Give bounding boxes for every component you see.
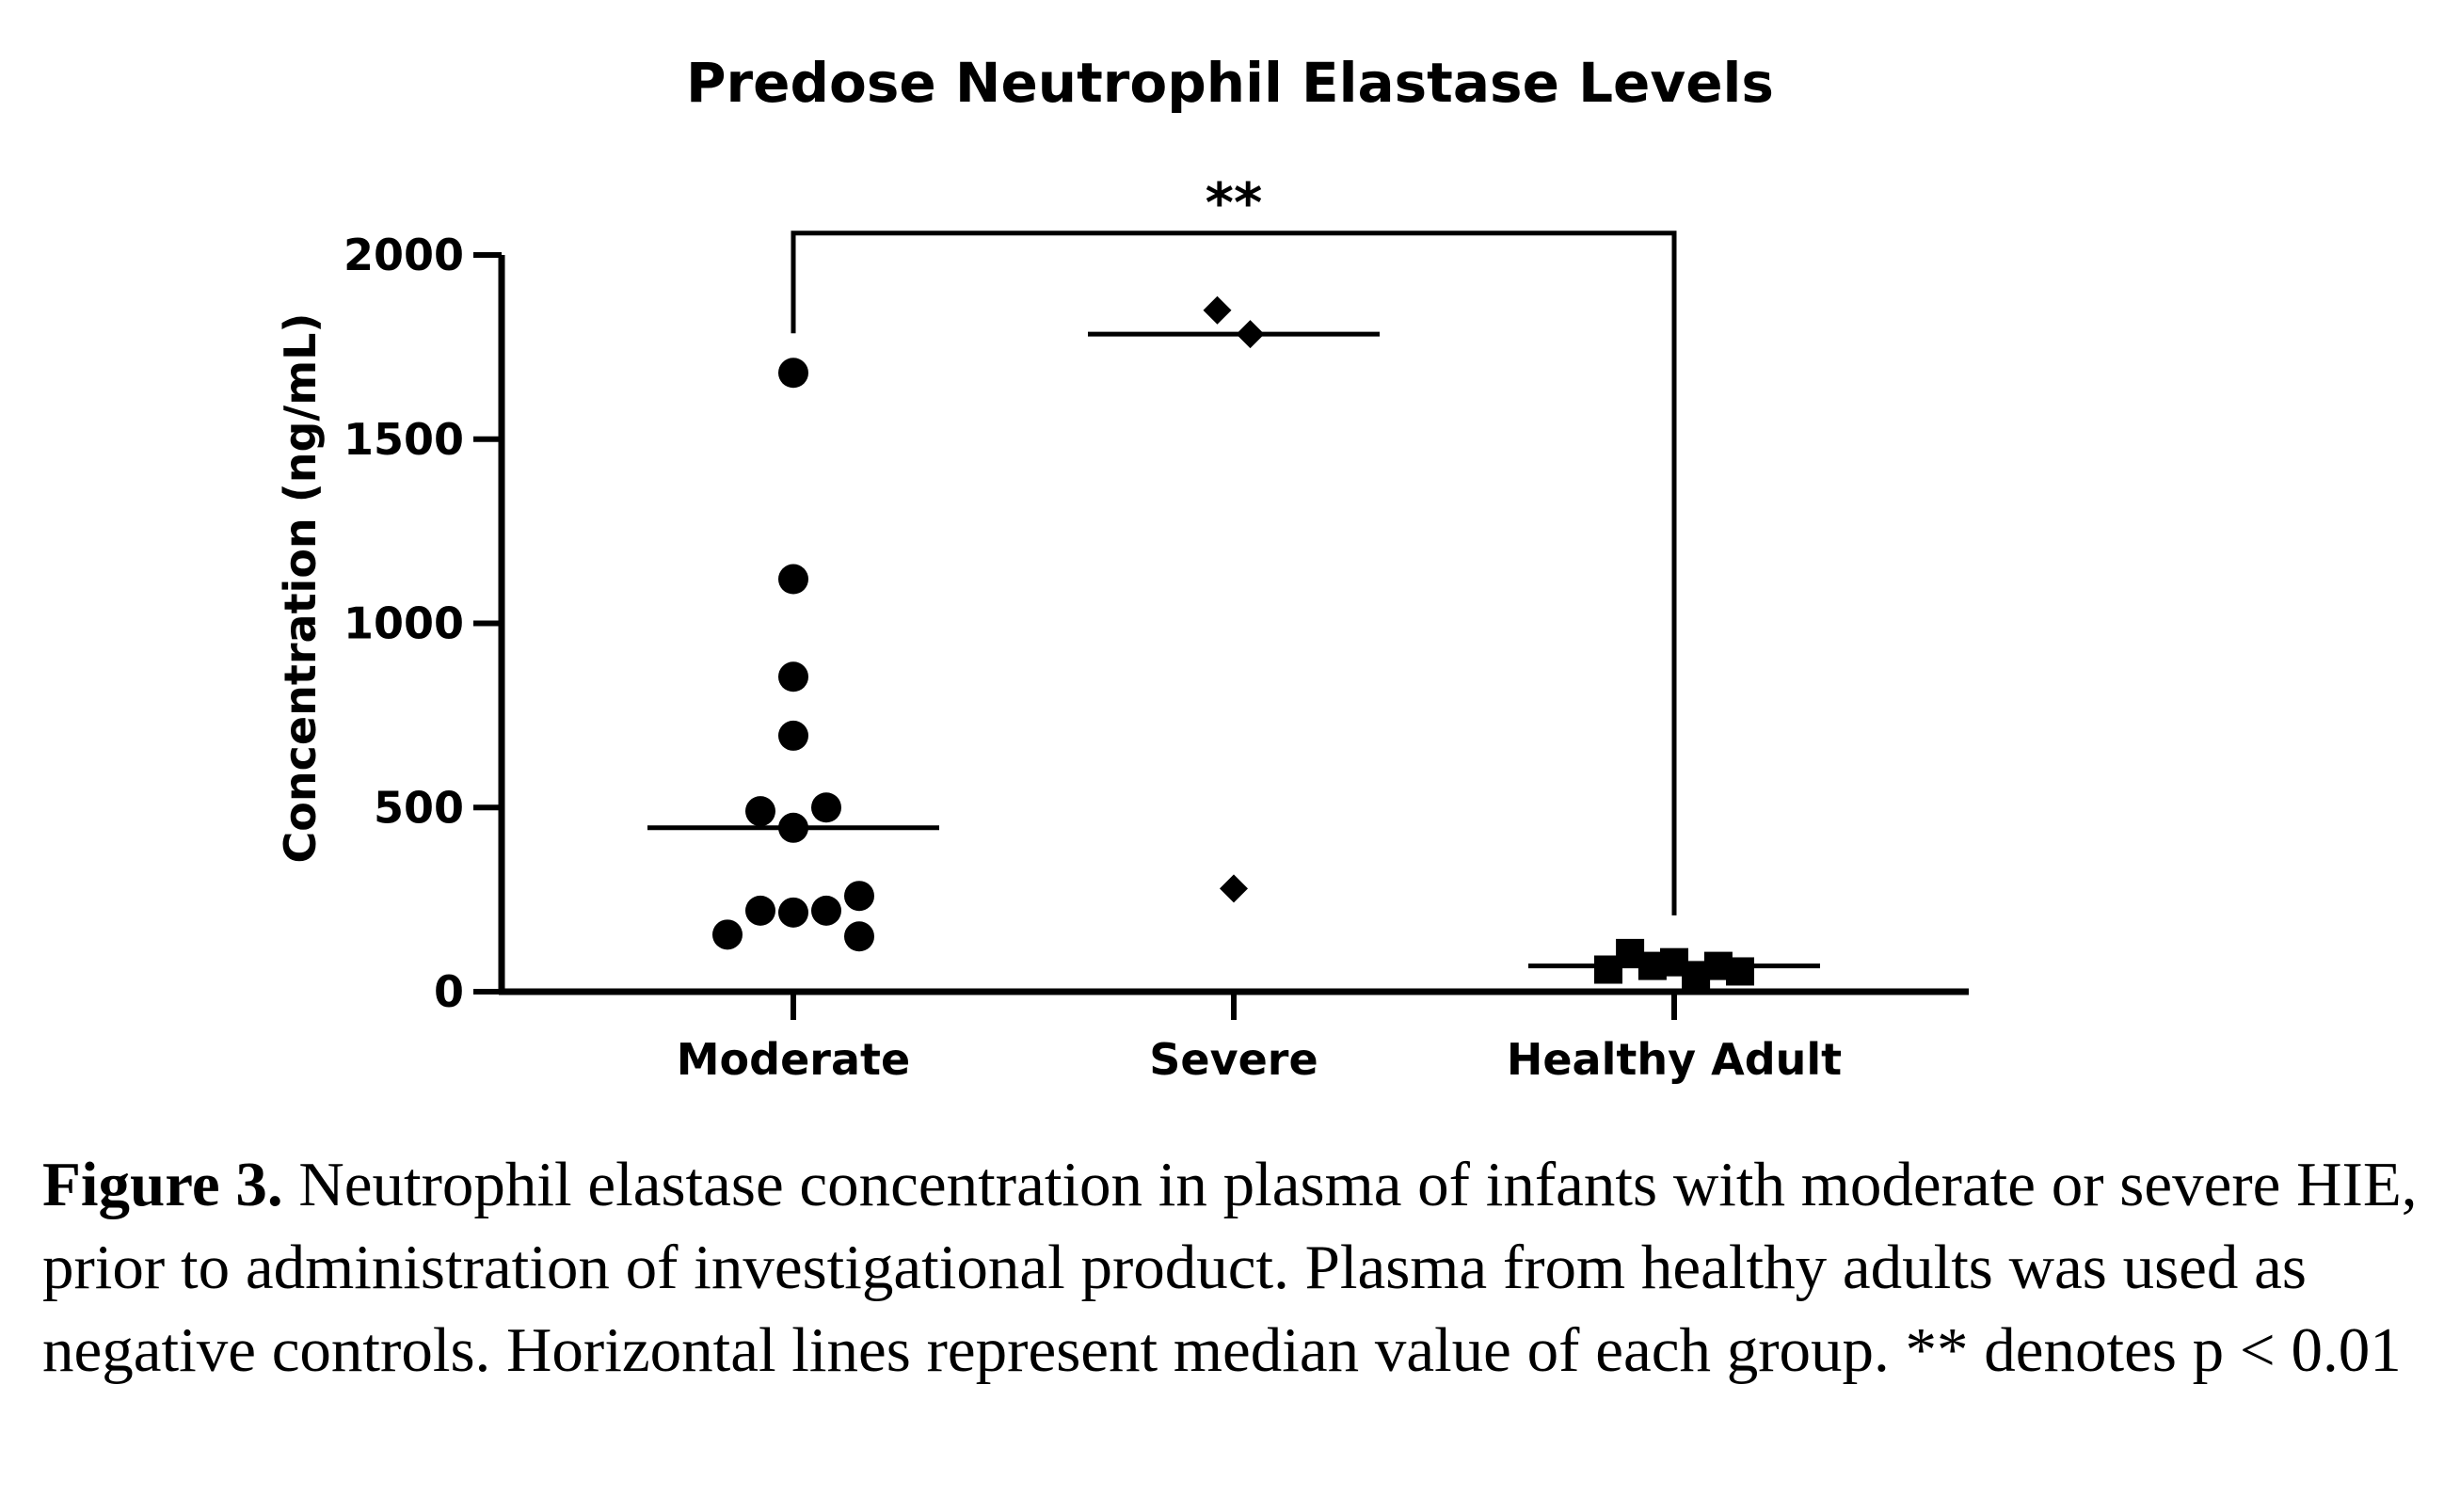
- x-tick-label: Severe: [1149, 1034, 1318, 1085]
- y-tick-label: 0: [434, 966, 464, 1017]
- y-tick-label: 500: [374, 782, 464, 833]
- data-point-circle: [811, 895, 841, 926]
- y-tick-label: 1000: [343, 598, 464, 649]
- caption-text: Neutrophil elastase concentration in pla…: [42, 1150, 2418, 1385]
- chart-title: Predose Neutrophil Elastase Levels: [686, 51, 1774, 115]
- figure-caption: Figure 3. Neutrophil elastase concentrat…: [42, 1143, 2433, 1392]
- data-point-square: [1726, 957, 1754, 986]
- figure-label: Figure 3.: [42, 1150, 283, 1219]
- y-tick-label: 1500: [343, 414, 464, 465]
- data-point-circle: [778, 358, 808, 389]
- data-points: [712, 295, 1754, 990]
- x-ticks: Moderate Severe Healthy Adult: [677, 992, 1842, 1085]
- significance-bracket: **: [791, 171, 1677, 915]
- data-point-circle: [811, 792, 841, 823]
- data-point-circle: [844, 921, 874, 952]
- data-point-diamond: [1236, 320, 1265, 349]
- data-point-circle: [745, 796, 775, 827]
- data-point-diamond: [1203, 295, 1232, 325]
- significance-label: **: [1206, 171, 1263, 235]
- data-point-diamond: [1220, 874, 1248, 903]
- data-point-circle: [778, 897, 808, 928]
- x-tick-label: Moderate: [677, 1034, 910, 1085]
- data-point-circle: [745, 895, 775, 926]
- data-point-circle: [778, 812, 808, 843]
- y-axis-label: Concentration (ng/mL): [275, 313, 326, 864]
- x-tick-label: Healthy Adult: [1507, 1034, 1842, 1085]
- data-point-circle: [778, 564, 808, 595]
- median-lines: [647, 331, 1820, 969]
- significance-line: [791, 231, 1677, 915]
- data-point-circle: [844, 881, 874, 912]
- y-ticks: 0 500 1000 1500 2000: [343, 230, 502, 1017]
- data-point-circle: [778, 720, 808, 751]
- data-point-circle: [778, 661, 808, 692]
- chart: Predose Neutrophil Elastase Levels Conce…: [275, 51, 1969, 1085]
- y-tick-label: 2000: [343, 230, 464, 280]
- data-point-circle: [712, 919, 743, 950]
